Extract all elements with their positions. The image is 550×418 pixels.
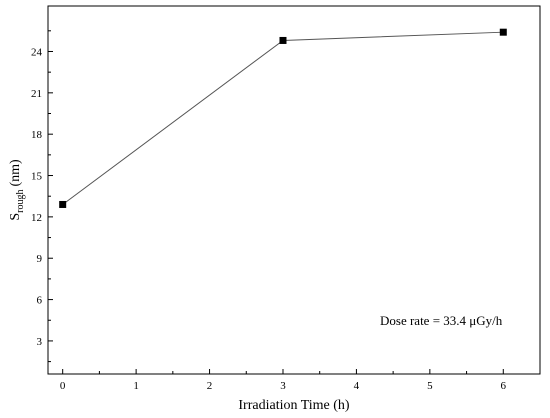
x-tick-label: 4 (354, 380, 360, 392)
x-tick-label: 6 (501, 380, 507, 392)
data-point-marker (279, 36, 287, 44)
x-tick-label: 5 (427, 380, 433, 392)
data-point-marker (59, 200, 67, 208)
y-tick-label: 21 (31, 88, 42, 100)
y-axis-label-main: S (8, 213, 23, 221)
dose-rate-annotation: Dose rate = 33.4 μGy/h (380, 313, 503, 328)
y-axis-label-unit: (nm) (8, 159, 23, 187)
x-tick-label: 2 (207, 380, 213, 392)
series-line (62, 31, 504, 205)
y-tick-label: 15 (31, 171, 43, 183)
x-tick-label: 1 (133, 380, 139, 392)
y-tick-label: 6 (37, 295, 43, 307)
plot-frame (47, 5, 541, 375)
x-tick-label: 0 (60, 380, 66, 392)
y-tick-label: 3 (37, 336, 43, 348)
y-tick-label: 24 (31, 46, 43, 58)
data-point-marker (499, 28, 507, 36)
y-tick-label: 18 (31, 129, 43, 141)
y-axis-ticks: 3 6 9 12 15 18 21 24 (31, 30, 53, 363)
x-axis-ticks: 0 1 2 3 4 5 6 (60, 369, 507, 392)
y-tick-label: 12 (31, 212, 42, 224)
y-tick-label: 9 (37, 253, 43, 265)
series-layer (59, 28, 507, 208)
x-axis-label: Irradiation Time (h) (238, 398, 350, 413)
y-axis-label-subscript: rough (15, 190, 26, 213)
y-axis-label: Srough (nm) (8, 159, 26, 221)
x-tick-label: 3 (280, 380, 286, 392)
